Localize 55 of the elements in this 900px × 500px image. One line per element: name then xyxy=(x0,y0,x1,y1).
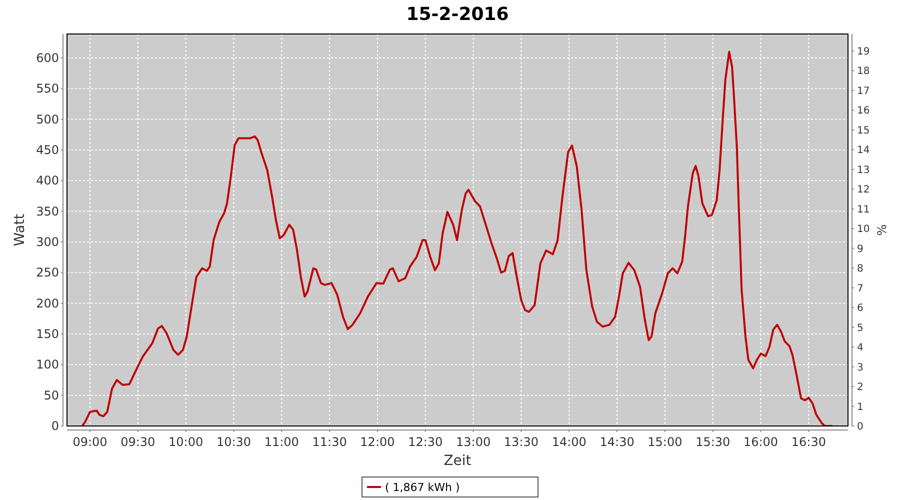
y2-tick-label: 12 xyxy=(857,184,870,196)
y2-tick-label: 16 xyxy=(857,106,870,117)
x-tick-label: 09:00 xyxy=(72,435,108,449)
x-tick-label: 11:30 xyxy=(312,435,347,449)
y-tick-label: 400 xyxy=(36,174,59,188)
y2-tick-label: 2 xyxy=(857,382,864,394)
x-tick-label: 10:30 xyxy=(216,435,252,449)
x-tick-label: 15:30 xyxy=(696,435,730,449)
y2-tick-label: 9 xyxy=(857,244,864,255)
line-series xyxy=(81,50,833,426)
y2-axis-title: % xyxy=(875,224,889,236)
y-tick-label: 50 xyxy=(44,388,59,402)
y2-tick-label: 3 xyxy=(857,362,864,374)
y-tick-label: 150 xyxy=(36,326,59,341)
y2-tick-label: 7 xyxy=(857,283,864,294)
x-tick-label: 12:30 xyxy=(408,435,443,449)
y-axis-title: Watt xyxy=(12,213,28,246)
x-tick-label: 09:30 xyxy=(120,435,156,449)
y-tick-label: 250 xyxy=(36,266,59,280)
y2-tick-label: 4 xyxy=(857,342,864,354)
y2-tick-label: 8 xyxy=(857,264,864,275)
y2-tick-label: 17 xyxy=(857,86,870,97)
y2-tick-label: 10 xyxy=(857,224,870,236)
x-axis-title: Zeit xyxy=(444,453,472,469)
x-tick-label: 13:30 xyxy=(504,435,539,449)
y2-tick-label: 15 xyxy=(857,125,870,136)
x-tick-label: 15:00 xyxy=(648,435,682,449)
y-tick-label: 200 xyxy=(36,296,59,310)
y-tick-label: 300 xyxy=(36,234,59,249)
y2-tick-label: 0 xyxy=(857,422,864,432)
x-tick-label: 11:00 xyxy=(264,435,299,449)
y2-tick-label: 1 xyxy=(857,402,864,413)
y-tick-label: 550 xyxy=(36,82,59,96)
y2-tick-label: 5 xyxy=(857,322,864,334)
x-tick-label: 12:00 xyxy=(360,435,395,449)
x-tick-label: 16:30 xyxy=(791,435,826,449)
y2-tick-label: 18 xyxy=(857,66,870,78)
y-tick-label: 0 xyxy=(51,419,59,433)
x-tick-label: 14:30 xyxy=(600,435,634,449)
x-tick-label: 14:00 xyxy=(552,435,586,449)
x-tick-label: 10:00 xyxy=(168,435,204,449)
y2-tick-label: 14 xyxy=(857,145,870,156)
y2-tick-label: 13 xyxy=(857,164,870,176)
chart-title: 15-2-2016 xyxy=(406,4,509,25)
legend-label: ( 1,867 kWh ) xyxy=(385,481,460,494)
y2-tick-label: 6 xyxy=(857,303,864,314)
y-tick-label: 500 xyxy=(36,112,59,126)
x-tick-label: 16:00 xyxy=(744,435,778,449)
y-tick-label: 450 xyxy=(36,142,59,157)
y2-tick-label: 19 xyxy=(857,46,870,58)
y-tick-label: 600 xyxy=(36,50,59,65)
x-tick-label: 13:00 xyxy=(456,435,491,449)
y2-tick-label: 11 xyxy=(857,204,870,216)
y-tick-label: 350 xyxy=(36,204,59,218)
y-tick-label: 100 xyxy=(36,358,59,372)
